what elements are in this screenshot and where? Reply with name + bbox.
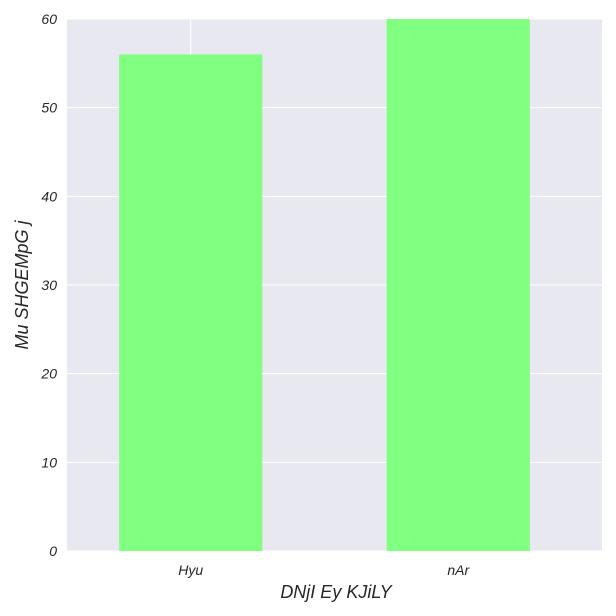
y-tick-label: 40 [41, 188, 57, 204]
x-tick-label: Hyu [178, 562, 203, 578]
x-axis-label: DNjI Ey KJiLY [280, 582, 393, 602]
x-tick-labels: Hyu nAr [178, 562, 470, 578]
y-tick-label: 60 [41, 11, 57, 27]
y-tick-label: 10 [41, 454, 57, 470]
y-tick-label: 50 [41, 100, 57, 116]
y-axis-label: Mu SHGEMpG j [12, 219, 32, 349]
x-tick-label: nAr [447, 562, 470, 578]
y-tick-label: 0 [49, 543, 57, 559]
y-tick-labels: 0 10 20 30 40 50 60 [40, 11, 57, 559]
bar-Hyu [119, 54, 262, 551]
y-tick-label: 20 [40, 366, 57, 382]
y-tick-label: 30 [41, 277, 57, 293]
bar-nAr [387, 19, 530, 551]
